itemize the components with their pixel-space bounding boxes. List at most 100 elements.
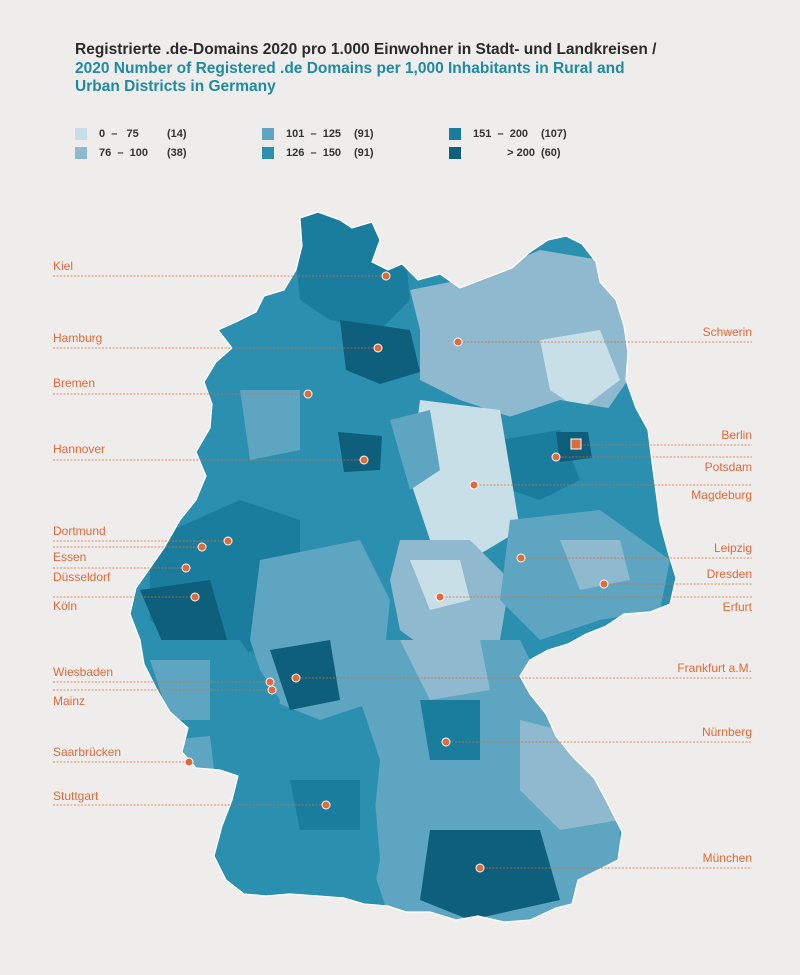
city-label: Nürnberg — [702, 725, 752, 739]
city-label: Saarbrücken — [53, 745, 121, 759]
city-marker — [599, 579, 609, 589]
region-ruhr — [180, 524, 250, 570]
city-bremen: Bremen — [53, 376, 313, 399]
city-marker — [441, 737, 451, 747]
legend-range: 0 – 75 — [99, 128, 139, 140]
legend-item: 126 – 150 (91) — [262, 146, 374, 160]
city-label: Bremen — [53, 376, 95, 390]
city-label: Erfurt — [723, 600, 753, 614]
legend-count: (38) — [167, 147, 187, 159]
title-english-line1: 2020 Number of Registered .de Domains pe… — [75, 60, 625, 77]
city-label: Mainz — [53, 694, 85, 708]
city-potsdam: Potsdam — [551, 452, 752, 474]
region-niedersachsen-west — [240, 390, 300, 460]
city-label: Essen — [53, 550, 86, 564]
title-english-line2: Urban Districts in Germany — [75, 78, 276, 95]
region-sachsen-anhalt — [410, 400, 520, 560]
legend-item: 76 – 100 (38) — [75, 146, 187, 160]
city-marker — [551, 452, 561, 462]
city-marker — [184, 757, 194, 767]
city-marker — [181, 563, 191, 573]
region-hannover — [338, 432, 382, 472]
city-marker — [373, 343, 383, 353]
legend-count: (107) — [541, 128, 567, 140]
city-marker — [223, 536, 233, 546]
city-marker — [291, 673, 301, 683]
city-marker — [475, 863, 485, 873]
city-dresden: Dresden — [599, 567, 752, 589]
region-mecklenburg-light — [540, 330, 620, 410]
region-schwarzwald — [230, 840, 300, 900]
legend-swatch — [449, 128, 461, 140]
city-marker — [453, 337, 463, 347]
city-label: Magdeburg — [691, 488, 752, 502]
city-essen: Essen — [53, 542, 207, 564]
city-berlin: Berlin — [570, 428, 752, 450]
legend-item: 151 – 200 (107) — [449, 127, 567, 141]
legend-item: 101 – 125 (91) — [262, 127, 374, 141]
city-marker — [197, 542, 207, 552]
city-label: Düsseldorf — [53, 570, 111, 584]
map-title: Registrierte .de-Domains 2020 pro 1.000 … — [75, 40, 715, 96]
map-regions — [130, 212, 676, 922]
region-franken-north — [400, 640, 490, 700]
city-saarbruecken: Saarbrücken — [53, 745, 194, 767]
city-muenchen: München — [475, 851, 752, 873]
city-marker — [359, 455, 369, 465]
legend: 0 – 75 (14) 76 – 100 (38) 101 – 125 (91)… — [75, 127, 635, 167]
legend-count: (91) — [354, 147, 374, 159]
city-koeln: Köln — [53, 592, 200, 613]
city-magdeburg: Magdeburg — [469, 480, 752, 502]
city-frankfurt: Frankfurt a.M. — [291, 661, 752, 683]
legend-count: (14) — [167, 128, 187, 140]
city-hannover: Hannover — [53, 442, 369, 465]
legend-swatch — [449, 147, 461, 159]
legend-range: > 200 — [507, 147, 535, 159]
city-label: Frankfurt a.M. — [677, 661, 752, 675]
city-label: Berlin — [721, 428, 752, 442]
city-annotations-left: Kiel Hamburg Bremen Hannover Dortmund Es… — [53, 259, 391, 810]
city-label: Dortmund — [53, 524, 106, 538]
region-nuernberg — [420, 700, 480, 760]
region-thueringen-light — [410, 560, 470, 610]
legend-item: 0 – 75 (14) — [75, 127, 187, 141]
city-marker — [435, 592, 445, 602]
capital-marker — [570, 438, 582, 450]
region-muenchen — [420, 830, 560, 920]
city-label: Köln — [53, 599, 77, 613]
legend-range: 101 – 125 — [286, 128, 342, 140]
legend-swatch — [75, 128, 87, 140]
city-marker — [265, 677, 275, 687]
city-mainz: Mainz — [53, 685, 277, 708]
city-label: Hamburg — [53, 331, 102, 345]
legend-swatch — [262, 147, 274, 159]
city-label: Potsdam — [705, 460, 752, 474]
city-hamburg: Hamburg — [53, 331, 383, 353]
city-dortmund: Dortmund — [53, 524, 233, 546]
city-marker — [321, 800, 331, 810]
city-marker — [303, 389, 313, 399]
city-label: Leipzig — [714, 541, 752, 555]
city-label: Hannover — [53, 442, 105, 456]
city-duesseldorf: Düsseldorf — [53, 563, 191, 584]
city-label: München — [703, 851, 752, 865]
city-marker — [381, 271, 391, 281]
city-annotations-right: Schwerin Berlin Potsdam Magdeburg Leipzi… — [291, 325, 753, 873]
city-stuttgart: Stuttgart — [53, 789, 331, 810]
city-nuernberg: Nürnberg — [441, 725, 752, 747]
city-marker — [469, 480, 479, 490]
legend-item: > 200 (60) — [449, 146, 561, 160]
city-label: Kiel — [53, 259, 73, 273]
city-leipzig: Leipzig — [516, 541, 752, 563]
legend-count: (60) — [541, 147, 561, 159]
title-german: Registrierte .de-Domains 2020 pro 1.000 … — [75, 41, 657, 58]
region-sachsen-light — [560, 540, 630, 590]
legend-range: 126 – 150 — [286, 147, 342, 159]
city-label: Stuttgart — [53, 789, 99, 803]
legend-range: 151 – 200 — [473, 128, 529, 140]
city-kiel: Kiel — [53, 259, 391, 281]
city-erfurt: Erfurt — [435, 592, 753, 614]
region-niedersachsen-east — [390, 410, 440, 490]
legend-range: 76 – 100 — [99, 147, 148, 159]
